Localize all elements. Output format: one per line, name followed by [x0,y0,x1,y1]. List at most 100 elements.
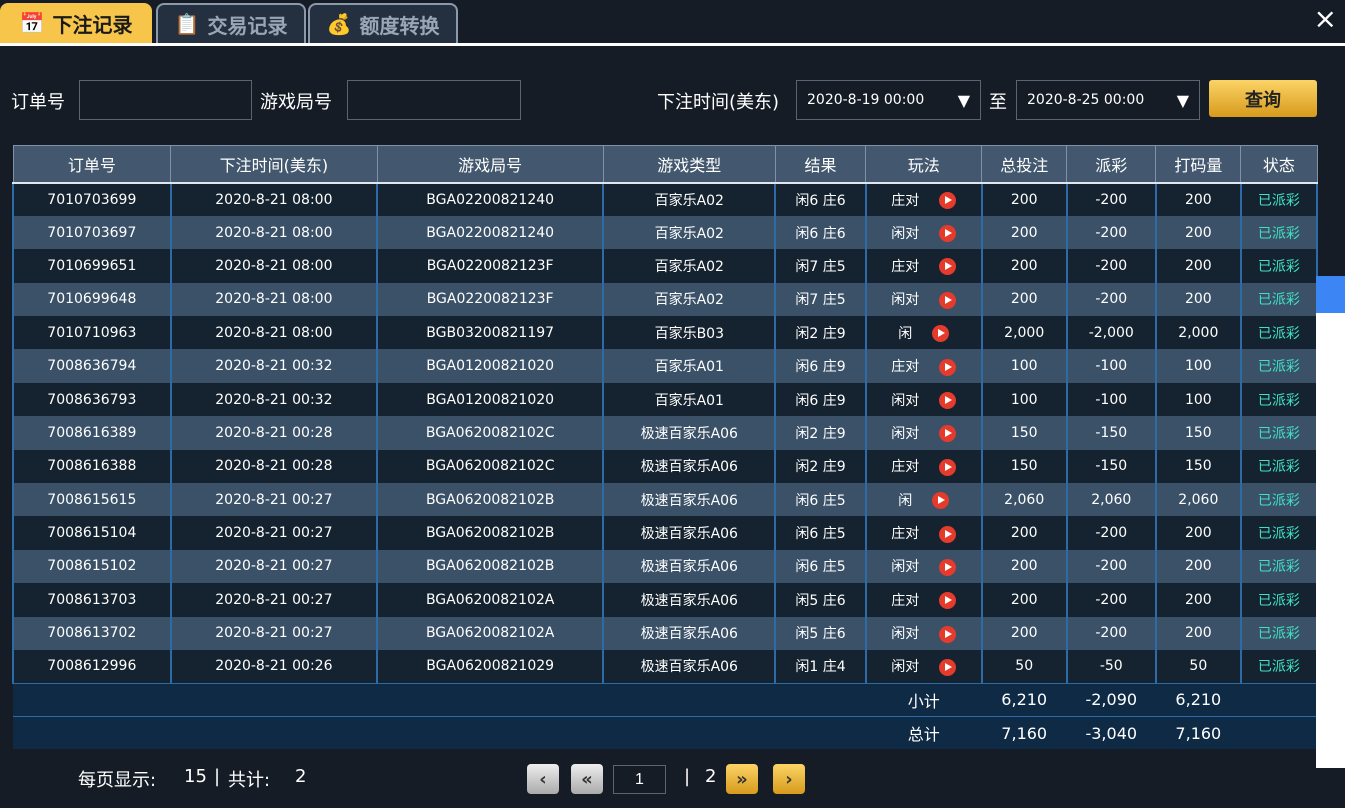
order-id-text: 7008636793 [47,391,137,408]
play-video-icon[interactable] [939,558,957,576]
play-video-icon[interactable] [939,458,957,476]
tab-bet-records[interactable]: 📅 下注记录 [0,3,152,43]
play-video-icon[interactable] [939,392,957,410]
cell-bet-time: 2020-8-21 08:00 [169,215,379,250]
result-text: 闲6 庄9 [795,359,846,376]
play-video-icon[interactable] [939,225,957,243]
cell-bet-type: 闲 [864,483,983,517]
prev-page-button[interactable]: ‹ [527,764,559,794]
cell-bet-time: 2020-8-21 00:32 [169,349,379,383]
cell-status: 已派彩 [1239,316,1319,350]
cell-round-id: BGA0620082102B [376,549,605,584]
cell-payout: -200 [1065,516,1157,550]
bet-type-text: 闲对 [891,559,920,576]
bet-time-text: 2020-8-21 00:27 [215,558,333,575]
total-bet-text: 2,000 [1004,324,1045,341]
bet-time-text: 2020-8-21 00:32 [215,391,333,408]
header-payout: 派彩 [1066,145,1157,184]
order-id-text: 7008613703 [47,591,137,608]
cell-payout: -100 [1065,349,1157,383]
cell-turnover: 2,000 [1154,316,1242,350]
result-text: 闲6 庄6 [795,192,846,209]
last-page-button[interactable]: » [726,764,758,794]
table-row: 7008636793 2020-8-21 00:32 BGA01200821020 百… [12,382,1319,417]
play-video-icon[interactable] [939,625,957,643]
round-input[interactable] [347,80,521,120]
to-date-select[interactable]: 2020-8-25 00:00 ▼ [1016,80,1200,120]
table-row: 7008616388 2020-8-21 00:28 BGA0620082102C 极… [12,449,1319,484]
cell-bet-time: 2020-8-21 00:28 [169,416,379,450]
cell-total-bet: 200 [980,182,1068,216]
cell-game-type: 极速百家乐A06 [602,549,777,584]
payout-text: -150 [1095,458,1128,475]
bet-type-text: 庄对 [891,359,920,376]
first-page-button[interactable]: « [571,764,603,794]
cell-round-id: BGB03200821197 [376,316,605,350]
cell-order-id: 7010703697 [12,215,172,250]
last-page-number[interactable]: 2 [705,766,717,787]
play-video-icon[interactable] [932,325,950,343]
side-widget-tab[interactable] [1316,276,1345,313]
play-video-icon[interactable] [939,425,957,443]
bet-type-text: 庄对 [891,258,920,275]
status-text: 已派彩 [1257,492,1300,509]
play-video-icon[interactable] [939,358,957,376]
cell-bet-type: 闲 [864,316,983,350]
play-video-icon[interactable] [939,258,957,276]
cell-order-id: 7008636793 [12,382,172,417]
play-video-icon[interactable] [939,192,957,210]
order-id-text: 7010703699 [47,191,137,208]
game-type-text: 极速百家乐A06 [640,425,738,442]
tab-transaction-records[interactable]: 📋 交易记录 [156,3,306,43]
page-input[interactable] [613,765,666,794]
cell-result: 闲5 庄6 [774,583,867,617]
status-text: 已派彩 [1257,592,1300,609]
round-id-text: BGA0220082123F [426,291,554,308]
query-button[interactable]: 查询 [1209,80,1317,117]
game-type-text: 百家乐A02 [654,292,724,309]
cell-total-bet: 200 [980,583,1068,617]
payout-text: -150 [1095,424,1128,441]
cell-status: 已派彩 [1239,349,1319,383]
bet-time-text: 2020-8-21 08:00 [215,257,333,274]
cell-payout: -2,000 [1065,316,1157,350]
result-text: 闲7 庄5 [795,292,846,309]
cell-turnover: 2,060 [1154,483,1242,517]
cell-payout: -100 [1065,382,1157,417]
game-type-text: 极速百家乐A06 [640,526,738,543]
cell-status: 已派彩 [1239,215,1319,250]
cell-total-bet: 100 [980,382,1068,417]
cell-order-id: 7008616389 [12,416,172,450]
status-text: 已派彩 [1257,559,1300,576]
turnover-text: 100 [1184,358,1212,375]
play-video-icon[interactable] [939,525,957,543]
tab-credit-transfer[interactable]: 💰 额度转换 [308,3,458,43]
cell-payout: -50 [1065,649,1157,684]
cell-status: 已派彩 [1239,483,1319,517]
payout-text: -50 [1099,658,1123,675]
game-type-text: 百家乐A01 [654,359,724,376]
cell-payout: -200 [1065,583,1157,617]
play-video-icon[interactable] [932,492,950,510]
cell-order-id: 7010703699 [12,182,172,216]
cell-turnover: 150 [1154,449,1242,484]
cell-total-bet: 2,000 [980,316,1068,350]
cell-order-id: 7010699648 [12,282,172,317]
calendar-icon: 📅 [19,11,45,35]
cell-game-type: 百家乐A02 [602,215,777,250]
game-type-text: 百家乐A02 [654,258,724,275]
play-video-icon[interactable] [939,658,957,676]
close-icon[interactable]: × [1313,2,1337,35]
next-page-button[interactable]: › [773,764,805,794]
round-id-text: BGA0620082102A [425,591,555,608]
status-text: 已派彩 [1257,192,1300,209]
from-date-select[interactable]: 2020-8-19 00:00 ▼ [796,80,981,120]
side-widget[interactable] [1316,276,1345,768]
turnover-text: 150 [1184,458,1212,475]
bet-type-text: 庄对 [891,192,920,209]
play-video-icon[interactable] [939,592,957,610]
play-video-icon[interactable] [939,291,957,309]
order-input[interactable] [79,80,252,120]
order-id-text: 7008613702 [47,625,137,642]
result-text: 闲7 庄5 [795,258,846,275]
